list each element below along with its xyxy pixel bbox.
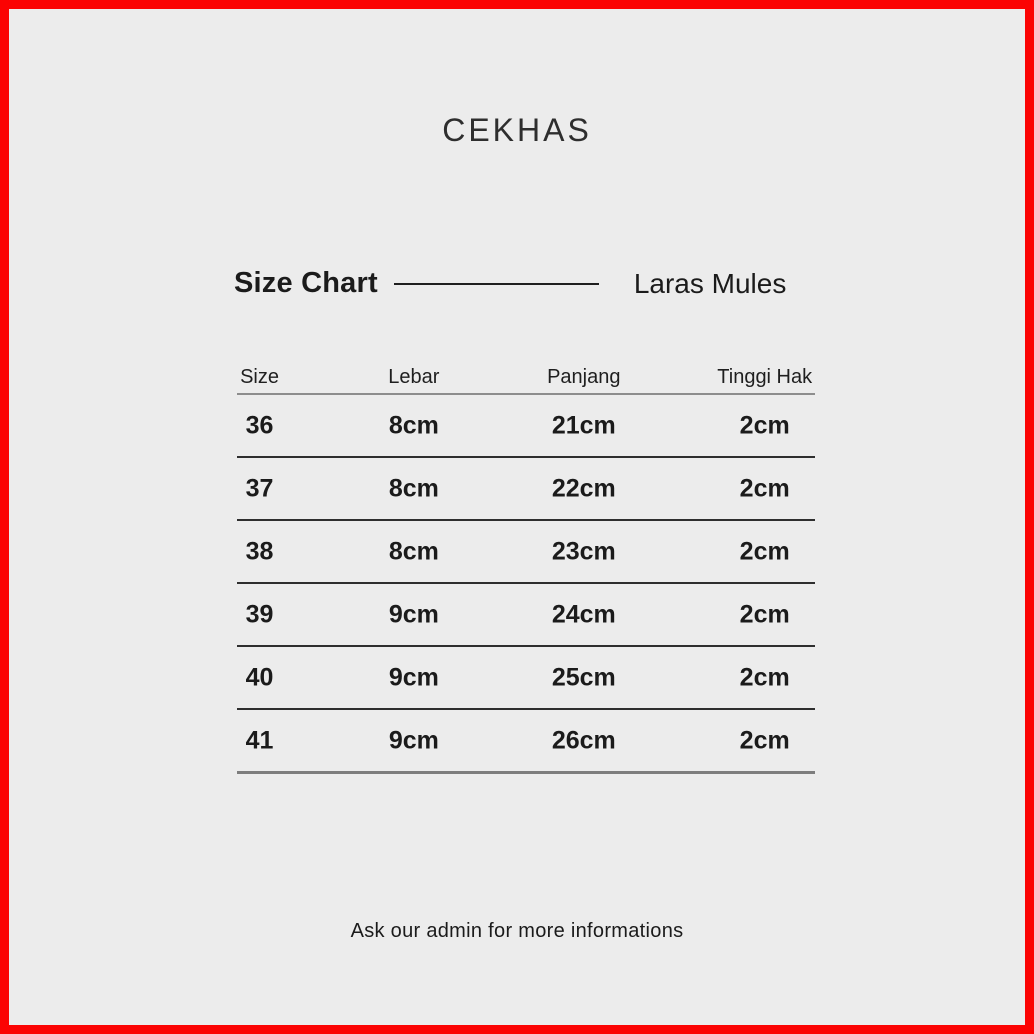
table-cell-panjang: 24cm [551,600,616,628]
table-cell-panjang: 26cm [551,726,616,754]
table-cell-tinggi-hak: 2cm [739,537,790,565]
row-separator [237,519,815,521]
table-cell-lebar: 9cm [388,726,439,754]
column-header-panjang: Panjang [547,366,621,388]
table-row: 36 8cm 21cm 2cm [237,395,815,456]
brand-logo: CEKHAS [442,112,592,148]
row-separator [237,456,815,458]
size-chart-title: Size Chart [234,267,378,299]
table-row: 37 8cm 22cm 2cm [237,458,815,519]
table-cell-lebar: 9cm [388,663,439,691]
column-header-tinggi-hak: Tinggi Hak [717,366,813,388]
table-cell-size: 38 [245,537,274,565]
product-name: Laras Mules [633,267,787,299]
row-separator [237,645,815,647]
table-cell-lebar: 9cm [388,600,439,628]
table-cell-tinggi-hak: 2cm [739,663,790,691]
heading-row: Size Chart Laras Mules [234,267,794,300]
table-cell-size: 39 [245,600,274,628]
table-row: 41 9cm 26cm 2cm [237,710,815,771]
table-bottom-line [237,771,815,774]
table-cell-size: 40 [245,663,274,691]
column-header-size: Size [240,366,279,388]
table-row: 40 9cm 25cm 2cm [237,647,815,708]
table-cell-lebar: 8cm [388,537,439,565]
table-cell-panjang: 23cm [551,537,616,565]
table-cell-tinggi-hak: 2cm [739,411,790,439]
table-row: 38 8cm 23cm 2cm [237,521,815,582]
table-cell-tinggi-hak: 2cm [739,726,790,754]
table-cell-tinggi-hak: 2cm [739,474,790,502]
column-header-lebar: Lebar [388,366,440,388]
table-header-row: Size Lebar Panjang Tinggi Hak [237,361,815,393]
title-divider-line [393,282,599,285]
row-separator [237,708,815,710]
table-cell-lebar: 8cm [388,474,439,502]
row-separator [237,582,815,584]
table-cell-panjang: 22cm [551,474,616,502]
table-cell-size: 36 [245,411,274,439]
table-cell-size: 41 [245,726,274,754]
table-row: 39 9cm 24cm 2cm [237,584,815,645]
footer-note: Ask our admin for more informations [350,920,684,942]
table-cell-tinggi-hak: 2cm [739,600,790,628]
table-cell-panjang: 25cm [551,663,616,691]
size-table: Size Lebar Panjang Tinggi Hak 36 8cm 21c… [237,361,815,774]
table-cell-size: 37 [245,474,274,502]
header-underline [237,393,815,395]
table-cell-lebar: 8cm [388,411,439,439]
table-cell-panjang: 21cm [551,411,616,439]
